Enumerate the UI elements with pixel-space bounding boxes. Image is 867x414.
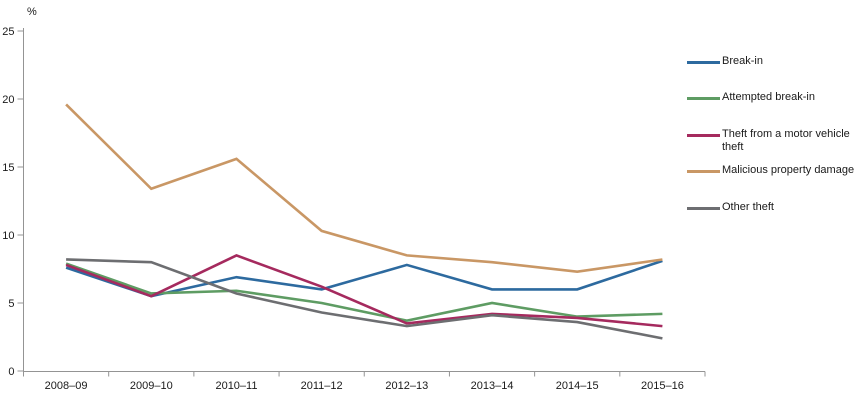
legend-item-other-theft: Other theft <box>687 201 864 214</box>
y-axis-unit-label: % <box>27 6 37 18</box>
legend-label-theft-from-a-motor-vehicle-theft: Theft from a motor vehicle theft <box>722 127 850 153</box>
x-axis-category-label: 2013–14 <box>471 380 514 392</box>
legend-swatch-break-in <box>687 61 720 64</box>
legend-swatch-attempted-break-in <box>687 97 720 101</box>
legend-label-other-theft: Other theft <box>722 200 774 213</box>
legend-label-attempted-break-in: Attempted break-in <box>722 91 815 104</box>
x-axis-category-label: 2012–13 <box>385 380 428 392</box>
x-axis-category-label: 2009–10 <box>130 380 173 392</box>
x-axis-category-label: 2010–11 <box>215 380 257 392</box>
legend-swatch-theft-from-a-motor-vehicle-theft <box>687 133 720 137</box>
series-line-theft-from-a-motor-vehicle-theft <box>65 253 663 328</box>
y-axis-tick-label: 20 <box>2 94 14 106</box>
series-line-break-in <box>65 259 663 298</box>
legend-label-break-in: Break-in <box>722 55 763 67</box>
x-axis-category-label: 2015–16 <box>641 380 684 392</box>
x-axis-category-label: 2014–15 <box>556 380 599 392</box>
y-axis-tick-label: 15 <box>2 162 14 174</box>
y-axis-tick-label: 5 <box>8 298 14 310</box>
legend-label-malicious-property-damage: Malicious property damage <box>722 164 855 177</box>
series-line-malicious-property-damage <box>65 103 663 274</box>
series-line-attempted-break-in <box>65 262 663 323</box>
legend-item-theft-from-a-motor-vehicle-theft: Theft from a motor vehicle theft <box>687 128 864 154</box>
legend-swatch-malicious-property-damage <box>687 170 720 174</box>
legend-item-malicious-property-damage: Malicious property damage <box>687 164 864 177</box>
legend-item-attempted-break-in: Attempted break-in <box>687 91 864 104</box>
x-axis-category-label: 2011–12 <box>301 380 343 392</box>
legend-item-break-in: Break-in <box>687 55 864 68</box>
series-line-other-theft <box>66 258 663 340</box>
y-axis-tick-label: 0 <box>8 366 14 378</box>
y-axis-tick-label: 10 <box>2 230 14 242</box>
x-axis-category-label: 2008–09 <box>45 380 88 392</box>
y-axis-tick-label: 25 <box>2 26 14 38</box>
chart-legend: Break-in Attempted break-in Theft from a m… <box>687 0 867 414</box>
legend-swatch-other-theft <box>687 206 720 210</box>
